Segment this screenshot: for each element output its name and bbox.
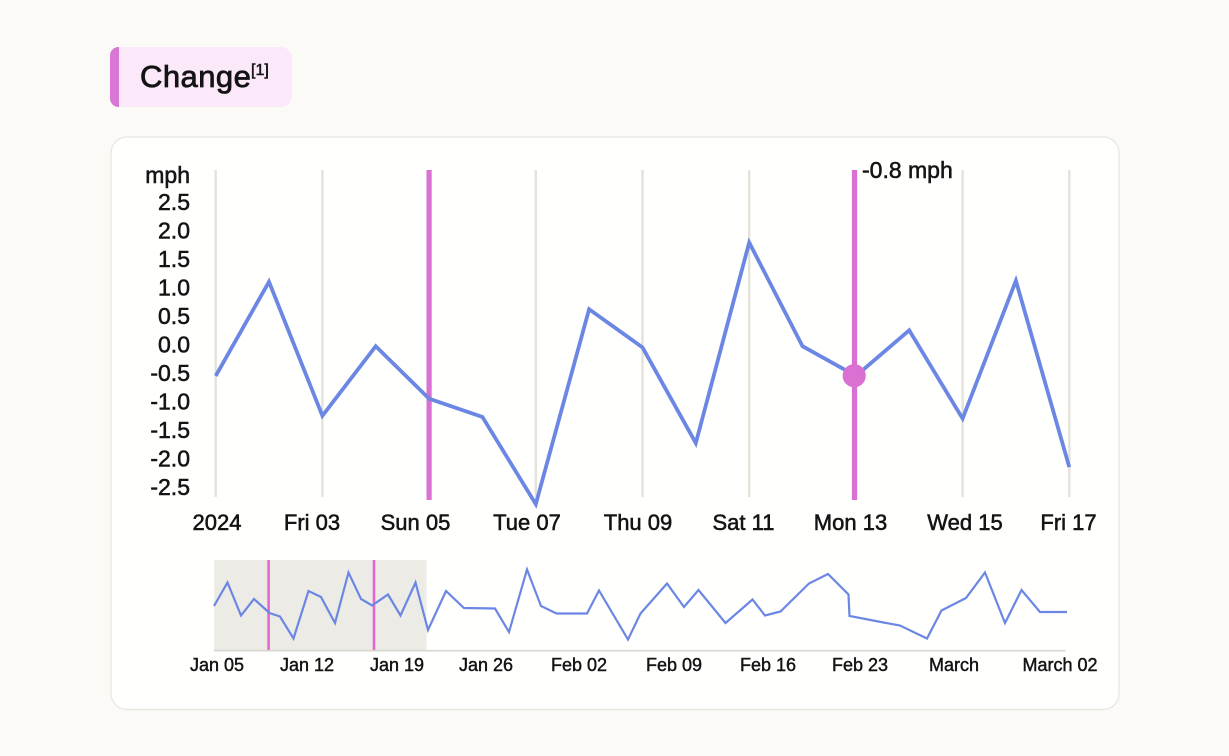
svg-text:March 02: March 02 (1022, 655, 1097, 675)
svg-text:-0.5: -0.5 (150, 360, 190, 386)
svg-text:mph: mph (145, 162, 190, 188)
svg-text:Feb 23: Feb 23 (832, 655, 888, 675)
svg-text:0.5: 0.5 (158, 303, 190, 329)
svg-text:Sun 05: Sun 05 (381, 510, 451, 535)
svg-text:Fri 03: Fri 03 (284, 510, 340, 535)
svg-text:-1.5: -1.5 (150, 417, 190, 443)
svg-text:Jan 19: Jan 19 (370, 655, 424, 675)
svg-text:Jan 05: Jan 05 (190, 655, 244, 675)
svg-text:Feb 16: Feb 16 (740, 655, 796, 675)
svg-text:Wed 15: Wed 15 (927, 510, 1002, 535)
svg-text:1.0: 1.0 (158, 275, 190, 301)
svg-text:Sat 11: Sat 11 (713, 510, 775, 535)
svg-text:1.5: 1.5 (158, 246, 190, 272)
svg-text:Jan 26: Jan 26 (459, 655, 513, 675)
svg-text:Jan 12: Jan 12 (280, 655, 334, 675)
svg-text:Fri 17: Fri 17 (1040, 510, 1096, 535)
svg-text:Feb 02: Feb 02 (551, 655, 607, 675)
svg-text:Mon 13: Mon 13 (814, 510, 887, 535)
svg-text:Thu 09: Thu 09 (604, 510, 673, 535)
svg-text:-1.0: -1.0 (150, 389, 190, 415)
svg-text:Feb 09: Feb 09 (646, 655, 702, 675)
svg-text:0.0: 0.0 (158, 332, 190, 358)
svg-text:-0.8 mph: -0.8 mph (862, 157, 953, 183)
svg-text:-2.5: -2.5 (150, 474, 190, 500)
svg-text:2.5: 2.5 (158, 189, 190, 215)
svg-text:2.0: 2.0 (158, 218, 190, 244)
svg-text:[1]: [1] (251, 62, 269, 79)
svg-text:Tue 07: Tue 07 (493, 510, 561, 535)
svg-text:2024: 2024 (193, 510, 242, 535)
svg-text:-2.0: -2.0 (150, 446, 190, 472)
svg-text:Change: Change (140, 59, 251, 94)
svg-text:March: March (929, 655, 979, 675)
